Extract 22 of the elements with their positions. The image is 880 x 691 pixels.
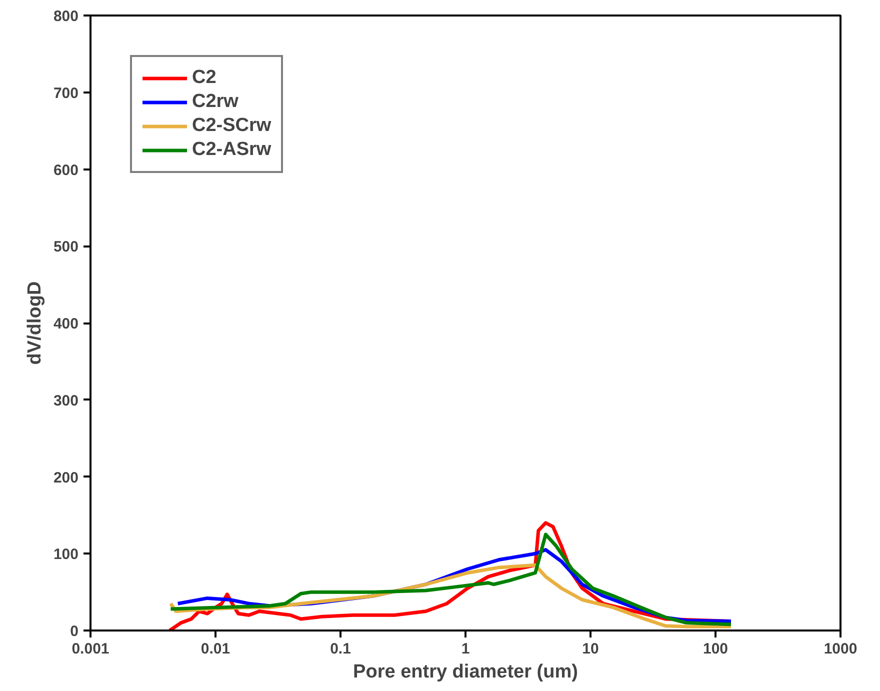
y-tick-label: 600 xyxy=(53,162,79,179)
y-tick-label: 500 xyxy=(53,238,79,256)
legend-label: C2-SCrw xyxy=(192,115,272,137)
x-tick-label: 0.1 xyxy=(330,640,351,658)
legend-label: C2rw xyxy=(192,91,238,113)
y-axis-title: dV/dlogD xyxy=(24,281,46,365)
x-tick-label: 0.001 xyxy=(72,640,110,658)
x-tick-label: 1 xyxy=(461,640,470,658)
y-tick-label: 700 xyxy=(53,84,79,102)
x-tick-label: 0.01 xyxy=(200,640,230,658)
y-tick-label: 100 xyxy=(53,546,79,564)
x-axis-title: Pore entry diameter (um) xyxy=(353,662,578,682)
x-tick-label: 1000 xyxy=(824,640,858,658)
y-tick-label: 200 xyxy=(53,469,79,486)
y-tick-label: 300 xyxy=(53,392,79,410)
legend-label: C2-ASrw xyxy=(192,139,272,161)
x-tick-label: 100 xyxy=(702,640,728,658)
legend-label: C2 xyxy=(192,67,216,89)
y-tick-label: 0 xyxy=(70,623,78,640)
x-tick-label: 10 xyxy=(582,640,599,658)
y-tick-label: 400 xyxy=(53,316,79,332)
y-tick-label: 800 xyxy=(53,8,79,25)
